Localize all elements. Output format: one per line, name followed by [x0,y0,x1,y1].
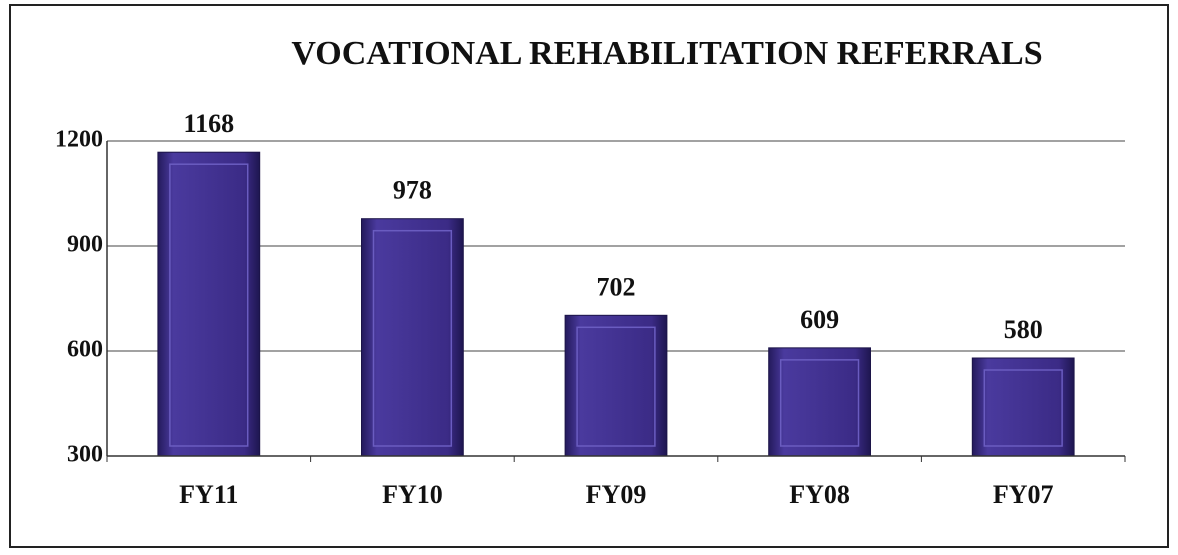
bar [768,347,872,457]
value-label: 1168 [184,109,235,138]
bar [971,357,1075,457]
bar [157,151,261,457]
x-tick-label: FY10 [382,480,443,509]
x-tick-label: FY09 [586,480,647,509]
bar-bevel [779,359,860,447]
value-label: 609 [800,305,839,334]
frame [9,4,1169,548]
y-tick-label: 300 [67,442,103,468]
x-tick-label: FY07 [993,480,1054,509]
value-label: 978 [393,176,432,205]
bar-bevel [169,163,249,447]
chart-title: VOCATIONAL REHABILITATION REFERRALS [291,35,1042,72]
bar [361,218,464,457]
bar [564,314,668,457]
y-tick-label: 900 [67,232,103,258]
value-label: 702 [597,272,636,301]
value-label: 580 [1004,315,1043,344]
x-tick-label: FY08 [789,480,850,509]
y-tick-label: 600 [67,337,103,363]
bar-bevel [576,326,656,447]
y-tick-label: 1200 [55,127,103,153]
bar-bevel [372,229,453,447]
x-tick-label: FY11 [179,480,238,509]
bar-bevel [983,369,1063,447]
